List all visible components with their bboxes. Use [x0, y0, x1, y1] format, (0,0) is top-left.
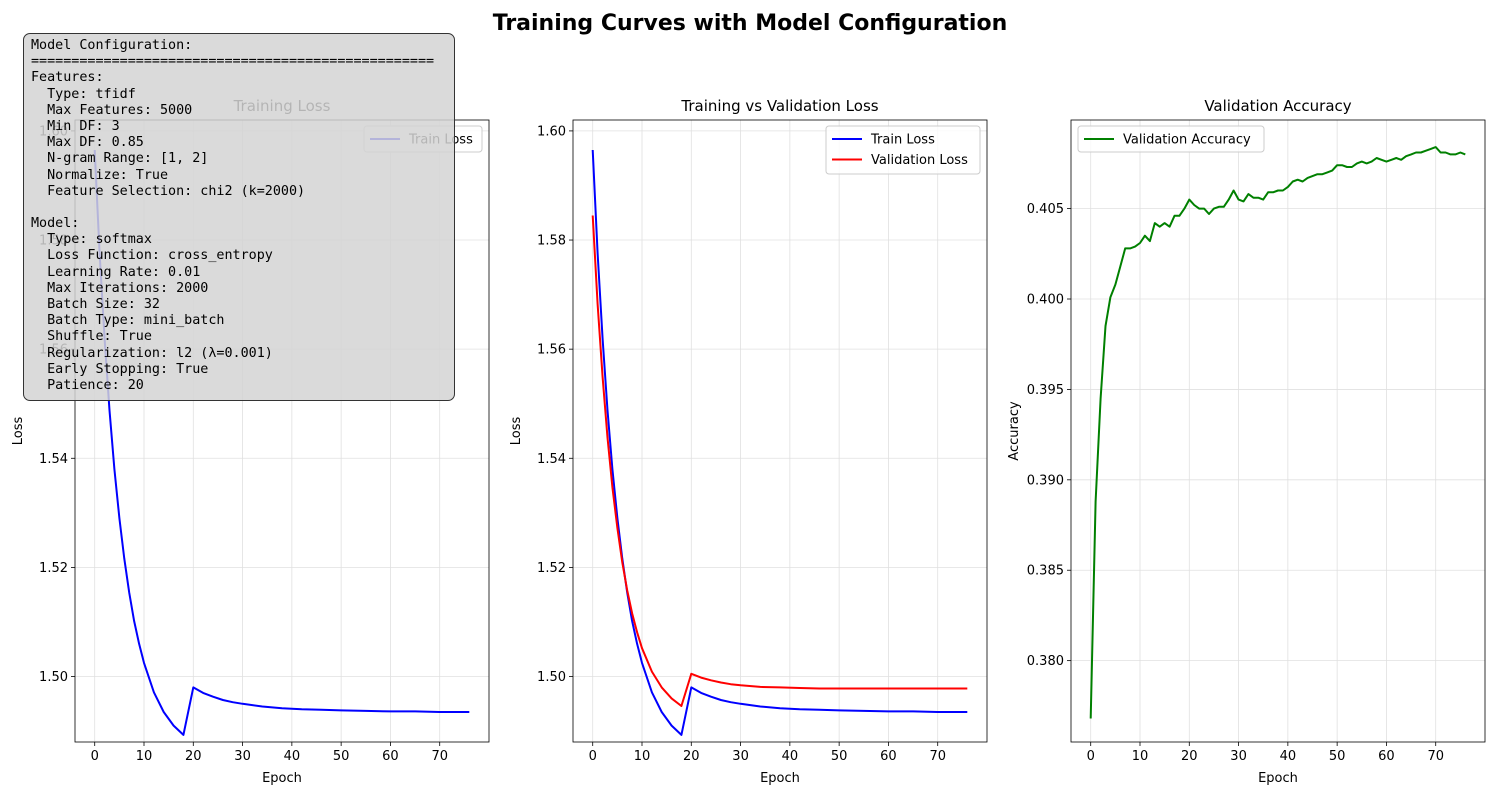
y-tick-label: 0.385: [1027, 564, 1064, 579]
chart-panel-3: 0 10 20 30 40 50 60 70 0.380 0.385 0.390 0.395 0.400…: [1007, 97, 1486, 786]
legend-label: Validation Accuracy: [1123, 133, 1251, 148]
x-tick-label: 40: [782, 749, 799, 764]
x-tick-label: 30: [732, 749, 749, 764]
series-line-validation-accuracy: [1089, 146, 1466, 719]
config-line: Shuffle: True: [31, 329, 152, 345]
legend-frame: [825, 125, 981, 175]
axes-frame: [572, 119, 988, 743]
y-tick-label: 0.380: [1027, 654, 1064, 669]
config-line: Normalize: True: [31, 167, 169, 183]
y-tick-label: 1.56: [537, 343, 566, 358]
x-tick-label: 60: [382, 749, 399, 764]
config-line: Loss Function: cross_entropy: [31, 248, 273, 264]
x-tick-label: 0: [1087, 749, 1095, 764]
legend: Train Loss Validation Loss: [825, 125, 981, 175]
y-tick-label: 1.54: [39, 452, 68, 467]
figure-title: Training Curves with Model Configuration: [492, 11, 1008, 36]
x-tick-label: 60: [880, 749, 897, 764]
config-line: Type: softmax: [31, 232, 152, 248]
x-axis-label: Epoch: [760, 771, 800, 786]
y-axis-label: Loss: [509, 417, 524, 446]
config-line: Max DF: 0.85: [31, 135, 144, 151]
series-line-train-loss: [93, 149, 470, 736]
x-tick-label: 60: [1378, 749, 1395, 764]
x-tick-label: 20: [1181, 749, 1198, 764]
chart-title: Training vs Validation Loss: [680, 97, 878, 115]
y-axis-label: Loss: [11, 417, 26, 446]
chart-title: Validation Accuracy: [1204, 97, 1351, 115]
x-tick-label: 30: [1230, 749, 1247, 764]
y-tick-label: 1.58: [537, 234, 566, 249]
x-tick-label: 70: [431, 749, 448, 764]
legend-label: Validation Loss: [871, 153, 968, 168]
config-line: Type: tfidf: [31, 86, 136, 102]
x-tick-label: 50: [1329, 749, 1346, 764]
x-tick-label: 10: [634, 749, 651, 764]
x-tick-label: 70: [1427, 749, 1444, 764]
x-tick-label: 50: [333, 749, 350, 764]
x-tick-label: 0: [589, 749, 597, 764]
x-tick-label: 10: [136, 749, 153, 764]
config-line: Regularization: l2 (λ=0.001): [31, 345, 273, 361]
config-line: Max Features: 5000: [31, 102, 193, 118]
config-line: N-gram Range: [1, 2]: [31, 151, 209, 167]
config-line: Features:: [31, 70, 104, 86]
config-line: Learning Rate: 0.01: [31, 264, 201, 280]
config-line: Max Iterations: 2000: [31, 280, 209, 296]
series-line-validation-loss: [591, 215, 968, 707]
legend-label: Train Loss: [870, 133, 935, 148]
x-tick-label: 0: [91, 749, 99, 764]
y-tick-label: 1.50: [39, 670, 68, 685]
y-tick-label: 1.50: [537, 670, 566, 685]
x-tick-label: 20: [185, 749, 202, 764]
y-tick-label: 0.400: [1027, 293, 1064, 308]
y-tick-label: 1.52: [39, 561, 68, 576]
config-line: [31, 200, 454, 216]
chart-panel-2: 0 10 20 30 40 50 60 70 1.50 1.52 1.54 1.56 1.58 1.60 T…: [509, 97, 988, 786]
config-line: Patience: 20: [31, 377, 144, 393]
y-tick-label: 0.395: [1027, 383, 1064, 398]
y-tick-label: 0.390: [1027, 473, 1064, 488]
config-line: Feature Selection: chi2 (k=2000): [31, 183, 306, 199]
legend-frame: [1077, 125, 1265, 153]
y-tick-label: 1.52: [537, 561, 566, 576]
plot-area: [573, 120, 987, 742]
config-line: Model:: [31, 216, 80, 232]
config-line: ========================================…: [31, 54, 435, 70]
config-line: Model Configuration:: [31, 38, 193, 53]
x-tick-label: 10: [1132, 749, 1149, 764]
y-axis-label: Accuracy: [1007, 401, 1022, 461]
x-axis-label: Epoch: [262, 771, 302, 786]
series-line-train-loss: [591, 149, 968, 736]
x-tick-label: 20: [683, 749, 700, 764]
x-tick-label: 40: [1280, 749, 1297, 764]
model-configuration-box: Model Configuration: ====================…: [23, 33, 455, 401]
x-axis-label: Epoch: [1258, 771, 1298, 786]
config-line: Early Stopping: True: [31, 361, 209, 377]
plot-area: [1071, 120, 1485, 742]
legend: Validation Accuracy: [1077, 125, 1265, 153]
y-tick-label: 0.405: [1027, 202, 1064, 217]
x-tick-label: 70: [929, 749, 946, 764]
axes-frame: [1070, 119, 1486, 743]
y-tick-label: 1.60: [537, 124, 566, 139]
config-line: Min DF: 3: [31, 118, 120, 134]
y-tick-label: 1.54: [537, 452, 566, 467]
x-tick-label: 30: [234, 749, 251, 764]
config-line: Batch Size: 32: [31, 297, 160, 312]
config-line: Batch Type: mini_batch: [31, 313, 225, 329]
x-tick-label: 50: [831, 749, 848, 764]
x-tick-label: 40: [284, 749, 301, 764]
